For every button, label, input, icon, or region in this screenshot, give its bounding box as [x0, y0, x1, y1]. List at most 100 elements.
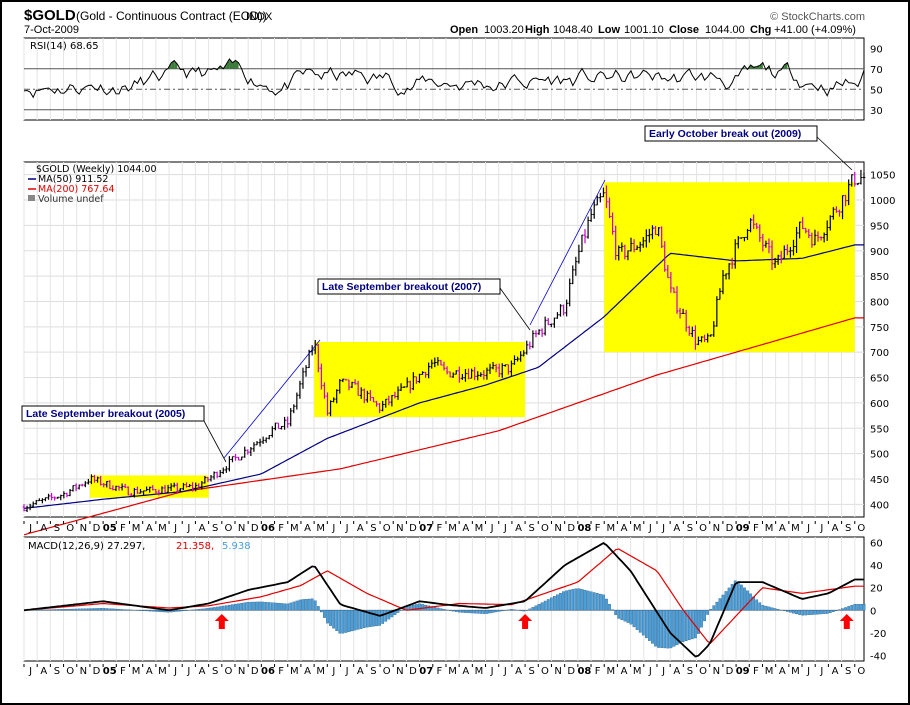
x-axis-label: A [832, 666, 839, 677]
macd-legend-hist: 5.938 [222, 541, 251, 552]
x-axis-label: J [173, 666, 177, 677]
x-axis-label: O [383, 666, 391, 677]
macd-histogram-bar [675, 610, 679, 646]
macd-histogram-bar [595, 593, 599, 611]
macd-histogram-bar [335, 610, 339, 631]
x-axis-label: M [316, 523, 325, 534]
trend-arrow-2005 [223, 339, 321, 459]
macd-histogram-bar [178, 610, 182, 612]
macd-legend-signal: 21.358, [176, 541, 214, 552]
x-axis-label: M [791, 666, 800, 677]
rsi-overbought-segment [756, 65, 760, 69]
macd-histogram-bar [580, 589, 584, 611]
macd-histogram-bar [203, 608, 207, 611]
rsi-tick-label: 30 [870, 106, 883, 117]
x-axis-label: J [331, 666, 335, 677]
macd-histogram-bar [145, 610, 148, 612]
close-value: 1044.00 [705, 24, 745, 36]
macd-histogram-bar [770, 607, 774, 611]
macd-histogram-bar [672, 610, 676, 647]
macd-histogram-bar [62, 609, 66, 611]
macd-histogram-bar [644, 610, 648, 639]
macd-histogram-bar [175, 610, 179, 612]
macd-histogram-bar [283, 603, 286, 611]
rsi-tick-label: 50 [870, 85, 883, 96]
macd-histogram-bar [47, 609, 50, 611]
exchange: INDX [246, 11, 273, 23]
price-tick-label: 850 [870, 272, 889, 283]
x-axis-label: A [462, 666, 469, 677]
macd-histogram-bar [476, 610, 480, 614]
x-axis-label: J [806, 523, 810, 534]
x-axis-label: O [857, 666, 865, 677]
macd-histogram-bar [320, 610, 323, 613]
macd-legend: MACD(12,26,9) 27.297, 21.358, 5.938 [28, 541, 251, 552]
ma200-legend: MA(200) 767.64 [38, 184, 115, 195]
x-axis-label: M [791, 523, 800, 534]
macd-histogram-bar [464, 610, 467, 613]
macd-histogram-bar [785, 610, 789, 612]
macd-histogram-bar [347, 610, 351, 632]
macd-histogram-bar [718, 598, 722, 611]
macd-histogram-bar [522, 610, 526, 612]
x-axis-label: F [278, 523, 284, 534]
macd-legend-main: MACD(12,26,9) 27.297, [28, 541, 145, 552]
x-axis-label: J [331, 523, 335, 534]
macd-histogram-bar [589, 591, 593, 611]
macd-histogram-bar [537, 603, 541, 611]
x-axis-label: J [28, 523, 32, 534]
x-axis-label: N [554, 523, 561, 534]
macd-histogram-bar [651, 610, 654, 644]
macd-histogram-bar [844, 607, 847, 611]
macd-histogram-bar [71, 608, 75, 611]
macd-histogram-bar [758, 602, 762, 611]
x-axis-label: N [80, 523, 87, 534]
macd-histogram-bar [277, 602, 280, 611]
macd-histogram-bar [632, 610, 636, 628]
x-axis-label: A [199, 523, 206, 534]
annotation-pointer-2007 [499, 287, 531, 331]
annotation-box-2005 [21, 405, 205, 422]
macd-histogram-bar [822, 610, 826, 614]
macd-histogram-bar [654, 610, 657, 647]
macd-tick-label: 40 [870, 561, 883, 572]
macd-histogram-bar [310, 598, 314, 611]
open-label: Open [450, 24, 478, 36]
macd-histogram-bar [862, 604, 866, 611]
x-axis-label: F [437, 666, 443, 677]
low-value: 1001.10 [624, 24, 664, 36]
macd-histogram-bar [369, 610, 372, 627]
macd-histogram-bar [243, 602, 247, 611]
x-axis-label: F [753, 666, 759, 677]
macd-histogram-bar [859, 604, 863, 611]
x-axis-label: J [661, 523, 665, 534]
x-axis-label: N [713, 666, 720, 677]
x-axis-label: J [490, 523, 494, 534]
macd-histogram-bar [574, 588, 578, 611]
x-axis-label: M [290, 523, 299, 534]
x-axis-label: J [345, 666, 349, 677]
macd-histogram-bar [641, 610, 645, 636]
x-axis-label: A [515, 523, 522, 534]
macd-histogram-bar [657, 610, 660, 648]
macd-histogram-bar [200, 608, 204, 611]
macd-histogram-bar [258, 601, 262, 611]
x-axis-label: A [199, 666, 206, 677]
macd-histogram-bar [264, 602, 268, 611]
macd-y-axis: -40 -20 0 20 40 60 [870, 539, 886, 663]
x-axis-label: O [224, 666, 232, 677]
macd-histogram-bar [209, 607, 213, 611]
rsi-y-axis: 30 50 70 90 [870, 44, 883, 117]
annotation-text-2009: Early October break out (2009) [649, 128, 801, 140]
macd-histogram-bar [681, 610, 685, 642]
macd-histogram-bar [295, 600, 299, 611]
x-axis-label: A [304, 523, 311, 534]
x-axis-label: M [448, 666, 457, 677]
macd-histogram-bar [562, 591, 565, 611]
macd-histogram-bar [442, 609, 446, 611]
macd-histogram-bar [534, 605, 538, 611]
price-tick-label: 550 [870, 424, 889, 435]
macd-histogram-bar [856, 604, 860, 611]
x-axis-label: O [857, 523, 865, 534]
x-axis-label: N [238, 666, 245, 677]
